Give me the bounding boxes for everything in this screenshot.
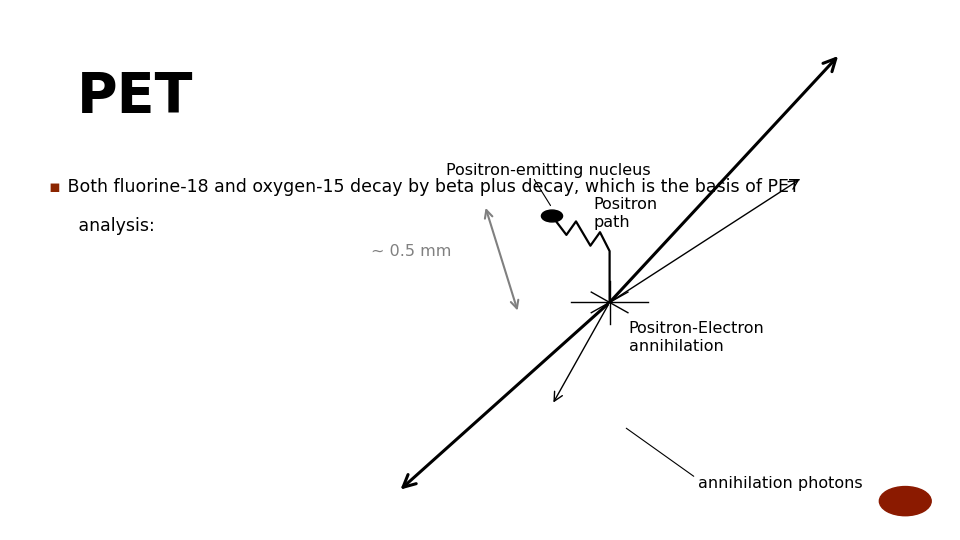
Text: Positron-emitting nucleus: Positron-emitting nucleus (446, 163, 651, 178)
Text: Positron
path: Positron path (593, 197, 658, 230)
Circle shape (541, 210, 563, 222)
Text: analysis:: analysis: (62, 217, 156, 235)
Text: annihilation photons: annihilation photons (698, 476, 862, 491)
Text: Positron-Electron
annihilation: Positron-Electron annihilation (629, 321, 764, 354)
Text: Both fluorine-18 and oxygen-15 decay by beta plus decay, which is the basis of P: Both fluorine-18 and oxygen-15 decay by … (62, 178, 800, 196)
Text: ~ 0.5 mm: ~ 0.5 mm (371, 244, 451, 259)
Circle shape (879, 487, 931, 516)
Text: PET: PET (77, 70, 193, 124)
Text: ▪: ▪ (48, 178, 60, 196)
